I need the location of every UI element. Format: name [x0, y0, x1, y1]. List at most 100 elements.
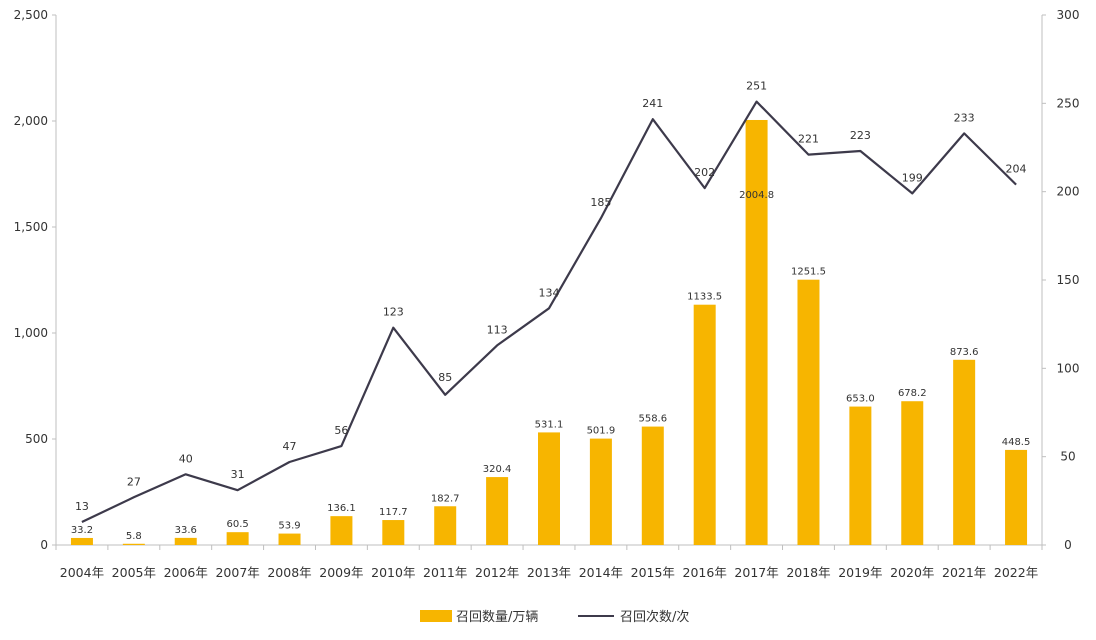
- x-tick-label: 2009年: [319, 565, 363, 580]
- bar-value-label: 53.9: [278, 521, 300, 532]
- legend: 召回数量/万辆 召回次数/次: [420, 609, 689, 625]
- bar-value-label: 558.6: [638, 414, 667, 425]
- bar-series: [70, 119, 1028, 546]
- y-left-tick-label: 500: [25, 432, 48, 446]
- line-value-label: 199: [902, 171, 923, 184]
- x-tick-label: 2016年: [683, 565, 727, 580]
- bar: [641, 426, 664, 545]
- bar-value-label: 873.6: [950, 347, 979, 358]
- line-value-label: 47: [283, 440, 297, 453]
- line-value-label: 13: [75, 500, 89, 513]
- y-left-tick-label: 0: [40, 538, 48, 552]
- bar: [278, 533, 301, 545]
- bar: [174, 537, 197, 545]
- x-tick-label: 2010年: [371, 565, 415, 580]
- x-tick-label: 2020年: [890, 565, 934, 580]
- y-right-tick-label: 0: [1064, 538, 1072, 552]
- line-value-label: 85: [438, 371, 452, 384]
- y-left-tick-label: 1,500: [14, 220, 48, 234]
- bar: [745, 119, 768, 546]
- line-value-label: 233: [954, 111, 975, 124]
- x-tick-label: 2012年: [475, 565, 519, 580]
- line-value-label: 40: [179, 452, 193, 465]
- line-series: [81, 100, 1017, 523]
- bar-value-label: 320.4: [483, 464, 512, 475]
- bar-value-label: 678.2: [898, 388, 927, 399]
- bar: [330, 516, 353, 545]
- x-tick-label: 2021年: [942, 565, 986, 580]
- legend-swatch-bars: [420, 610, 452, 622]
- line-value-label: 56: [334, 424, 348, 437]
- line-value-label: 113: [487, 323, 508, 336]
- line-value-label: 241: [642, 97, 663, 110]
- line-value-label: 223: [850, 129, 871, 142]
- bar: [382, 520, 405, 545]
- line-value-label: 31: [231, 468, 245, 481]
- legend-label-line: 召回次数/次: [620, 609, 689, 625]
- bar-value-label: 33.2: [71, 525, 93, 536]
- bar: [589, 438, 612, 545]
- x-tick-label: 2015年: [631, 565, 675, 580]
- bar: [953, 359, 976, 545]
- line-value-label: 251: [746, 80, 767, 93]
- bar-value-label: 2004.8: [739, 190, 774, 201]
- x-tick-label: 2014年: [579, 565, 623, 580]
- bar: [1005, 449, 1028, 545]
- line-value-label: 185: [590, 196, 611, 209]
- y-right-tick-label: 300: [1057, 8, 1080, 22]
- bar-value-label: 653.0: [846, 394, 875, 405]
- bar: [797, 279, 820, 545]
- bar-value-label: 182.7: [431, 493, 460, 504]
- line-value-label: 221: [798, 133, 819, 146]
- bar: [486, 477, 509, 545]
- x-tick-label: 2011年: [423, 565, 467, 580]
- x-tick-label: 2008年: [267, 565, 311, 580]
- bar: [538, 432, 560, 545]
- y-right-tick-label: 50: [1060, 450, 1075, 464]
- y-left-tick-label: 2,000: [14, 114, 48, 128]
- bar: [70, 537, 93, 545]
- bar-value-label: 117.7: [379, 507, 408, 518]
- x-tick-label: 2006年: [164, 565, 208, 580]
- x-tick-label: 2005年: [112, 565, 156, 580]
- x-tick-label: 2017年: [734, 565, 778, 580]
- bar-value-label: 33.6: [175, 525, 197, 536]
- x-tick-label: 2007年: [215, 565, 259, 580]
- line-path: [81, 100, 1017, 523]
- y-left-tick-label: 1,000: [14, 326, 48, 340]
- bar: [226, 532, 249, 545]
- line-value-label: 204: [1006, 163, 1027, 176]
- bar: [901, 401, 924, 545]
- line-value-label: 134: [539, 286, 560, 299]
- bar: [122, 543, 145, 545]
- line-value-label: 123: [383, 306, 404, 319]
- axes: 0 500 1,000 1,500 2,000 2,500 0 50 100 150 200 250 3…: [14, 8, 1080, 580]
- x-tick-label: 2018年: [786, 565, 830, 580]
- x-tick-label: 2022年: [994, 565, 1038, 580]
- bar-value-label: 5.8: [126, 531, 142, 542]
- bar-value-label: 136.1: [327, 503, 356, 514]
- x-tick-label: 2013年: [527, 565, 571, 580]
- x-tick-label: 2019年: [838, 565, 882, 580]
- x-tick-label: 2004年: [60, 565, 104, 580]
- data-labels: 33.2 5.8 33.6 60.5 53.9 136.1 117.7 182.7 320.4 5…: [71, 80, 1031, 542]
- bar: [849, 406, 872, 545]
- y-right-tick-label: 250: [1057, 96, 1080, 110]
- bar: [693, 304, 716, 545]
- bar-value-label: 1251.5: [791, 267, 826, 278]
- y-right-tick-label: 150: [1057, 273, 1080, 287]
- bar-value-label: 60.5: [226, 519, 248, 530]
- bar-value-label: 448.5: [1002, 437, 1031, 448]
- y-left-tick-label: 2,500: [14, 8, 48, 22]
- y-right-tick-label: 100: [1057, 361, 1080, 375]
- y-right-tick-label: 200: [1057, 185, 1080, 199]
- bar: [434, 506, 457, 545]
- line-value-label: 27: [127, 475, 141, 488]
- legend-label-bars: 召回数量/万辆: [456, 610, 538, 625]
- bar-value-label: 1133.5: [687, 292, 722, 303]
- bar-value-label: 501.9: [587, 426, 616, 437]
- line-value-label: 202: [694, 166, 715, 179]
- bar-value-label: 531.1: [535, 419, 564, 430]
